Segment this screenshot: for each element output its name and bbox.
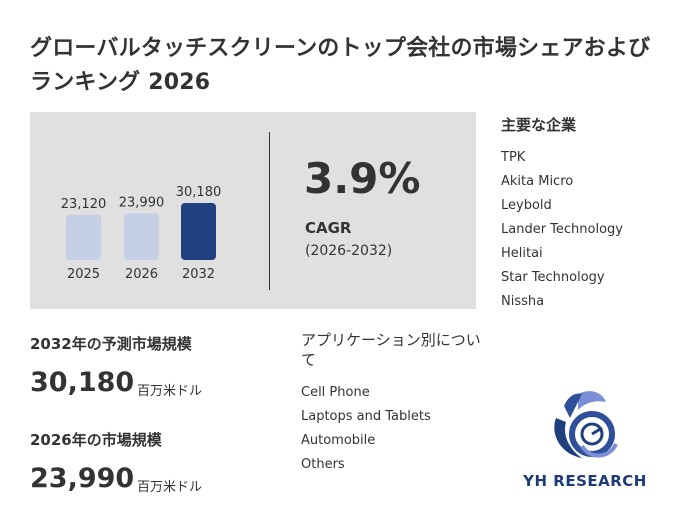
bar-year-label: 2032 xyxy=(182,267,215,282)
applications-heading: アプリケーション別について xyxy=(301,331,481,369)
bar-value-label: 23,120 xyxy=(61,197,107,212)
bar-chart: 23,120 2025 23,990 2026 30,180 2032 xyxy=(61,185,222,282)
cagr-label: CAGR xyxy=(305,219,352,237)
application-item: Automobile xyxy=(301,433,376,448)
companies-heading: 主要な企業 xyxy=(501,116,577,134)
application-list: Cell Phone Laptops and Tablets Automobil… xyxy=(301,381,431,477)
current-unit: 百万米ドル xyxy=(137,480,203,495)
yh-research-logo: YH RESEARCH xyxy=(520,388,650,498)
company-item: Helitai xyxy=(501,246,543,261)
forecast-label: 2032年の予測市場規模 xyxy=(30,335,192,353)
current-value: 23,990 xyxy=(30,463,135,494)
bar-year-label: 2026 xyxy=(125,267,158,282)
bar-2026 xyxy=(124,213,159,260)
cagr-period: (2026-2032) xyxy=(305,243,393,259)
bar-value-label: 23,990 xyxy=(119,195,165,210)
page-title: グローバルタッチスクリーンのトップ会社の市場シェアおよびランキング 2026 xyxy=(30,36,651,95)
yh-logo-icon xyxy=(554,391,618,458)
current-label: 2026年の市場規模 xyxy=(30,431,162,449)
application-item: Laptops and Tablets xyxy=(301,409,431,424)
panel-divider xyxy=(269,132,270,290)
company-list: TPK Akita Micro Leybold Lander Technolog… xyxy=(501,146,623,314)
company-item: Nissha xyxy=(501,294,545,309)
application-item: Others xyxy=(301,457,345,472)
application-item: Cell Phone xyxy=(301,385,370,400)
company-item: Akita Micro xyxy=(501,174,574,189)
company-item: Lander Technology xyxy=(501,222,623,237)
bar-value-label: 30,180 xyxy=(176,185,222,200)
company-item: TPK xyxy=(501,150,526,165)
company-item: Leybold xyxy=(501,198,552,213)
forecast-unit: 百万米ドル xyxy=(137,384,203,399)
company-item: Star Technology xyxy=(501,270,605,285)
logo-text: YH RESEARCH xyxy=(523,472,647,490)
cagr-value: 3.9% xyxy=(304,154,421,203)
bar-2025 xyxy=(66,214,101,260)
market-chart-panel: 23,120 2025 23,990 2026 30,180 2032 3.9% CAGR… xyxy=(30,112,476,309)
bar-year-label: 2025 xyxy=(67,267,100,282)
bar-2032 xyxy=(181,203,216,260)
forecast-value: 30,180 xyxy=(30,367,135,398)
